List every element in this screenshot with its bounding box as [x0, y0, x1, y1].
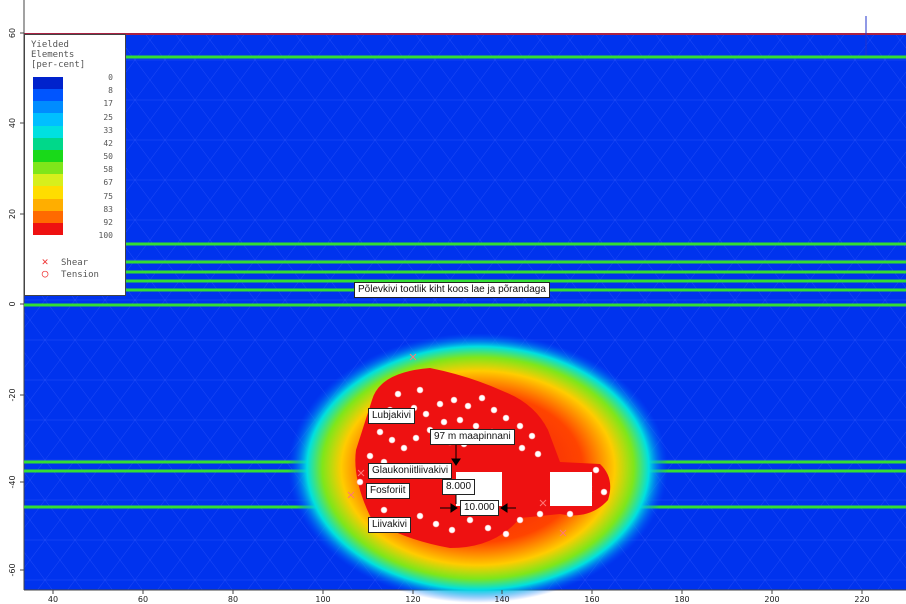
cavity-right	[550, 472, 592, 506]
label-depth: 97 m maapinnani	[430, 429, 515, 445]
legend-tension: ○ Tension	[39, 267, 99, 280]
legend-tick-label: 50	[103, 152, 113, 161]
y-axis-labels: 60 40 20 0 -20 -40 -60	[8, 28, 17, 577]
x-tick-label: 120	[405, 595, 420, 604]
y-axis-ticks	[20, 32, 24, 571]
legend-title: Yielded Elements [per-cent]	[31, 40, 85, 70]
y-tick-label: -40	[8, 475, 17, 488]
legend-tick-label: 75	[103, 191, 113, 201]
legend-color-bar	[33, 77, 63, 236]
legend-tick-label: 0	[108, 73, 113, 82]
legend-tick-label: 100	[98, 231, 113, 240]
legend-swatch	[33, 125, 63, 139]
legend-swatch	[33, 113, 63, 127]
label-fosforiit: Fosforiit	[366, 483, 410, 499]
y-tick-label: -60	[8, 563, 17, 576]
legend-tick-label: 67	[103, 178, 113, 188]
legend-title-line: Elements	[31, 50, 75, 60]
x-tick-label: 60	[138, 595, 148, 604]
x-tick-label: 200	[764, 595, 779, 604]
y-tick-label: 20	[8, 209, 17, 219]
legend-swatch	[33, 174, 63, 187]
label-lubjakivi: Lubjakivi	[368, 408, 415, 424]
legend-tick-label: 92	[103, 217, 113, 227]
y-tick-label: 40	[8, 118, 17, 128]
legend-swatch	[33, 198, 63, 212]
legend-title-line: [per-cent]	[31, 60, 86, 70]
legend-tick-label: 8	[108, 86, 113, 96]
x-tick-label: 80	[228, 595, 238, 604]
legend-swatch	[33, 162, 63, 175]
label-dimension-8: 8.000	[442, 479, 476, 495]
legend-tick-label: 83	[103, 204, 113, 214]
y-tick-label: 60	[8, 28, 17, 38]
legend-swatch	[33, 77, 63, 90]
x-axis-labels: 40 60 80 100 120 140 160 180 200 220	[48, 595, 870, 604]
legend-swatch	[33, 101, 63, 114]
x-tick-label: 100	[315, 595, 330, 604]
y-tick-label: 0	[8, 301, 17, 306]
shear-icon: ✕	[41, 255, 49, 268]
label-liivakivi: Liivakivi	[368, 517, 412, 533]
legend-swatch	[33, 222, 63, 236]
x-tick-label: 140	[494, 595, 509, 604]
legend-swatch	[33, 186, 63, 200]
legend-tension-label: Tension	[61, 270, 99, 280]
x-tick-label: 220	[854, 595, 869, 604]
legend-tick-label: 17	[103, 99, 113, 109]
legend-tick-label: 25	[103, 112, 113, 122]
tension-icon: ○	[41, 267, 49, 280]
legend-swatch	[33, 137, 63, 151]
x-tick-label: 180	[674, 595, 689, 604]
legend-shear: ✕ Shear	[39, 255, 88, 268]
layer-label: Põlevkivi tootlik kiht koos lae ja põran…	[354, 282, 550, 298]
legend-shear-label: Shear	[61, 258, 89, 268]
yield-legend: Yielded Elements [per-cent] 0 8 17 25 33 42 50…	[24, 34, 126, 296]
legend-tick-label: 58	[103, 165, 113, 175]
x-axis-ticks	[52, 590, 863, 594]
legend-title-line: Yielded	[31, 40, 69, 50]
legend-tick-label: 33	[103, 125, 113, 135]
legend-swatch	[33, 210, 63, 224]
legend-tick-label: 42	[103, 138, 113, 148]
legend-swatch	[33, 149, 63, 163]
legend-swatch	[33, 89, 63, 102]
x-tick-label: 160	[584, 595, 599, 604]
label-glaukoniit: Glaukoniitliivakivi	[368, 463, 453, 479]
yield-zone	[288, 333, 668, 603]
label-dimension-10: 10.000	[460, 500, 499, 516]
y-tick-label: -20	[8, 388, 17, 401]
x-tick-label: 40	[48, 595, 58, 604]
